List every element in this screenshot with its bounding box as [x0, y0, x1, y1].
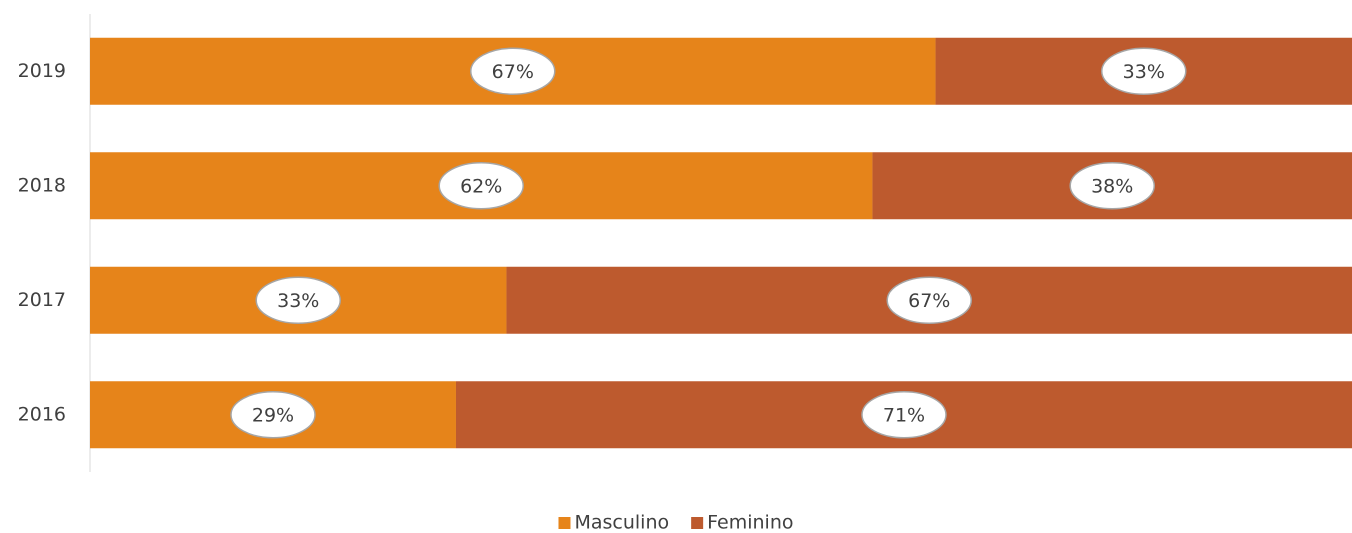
y-tick-label: 2019	[18, 60, 66, 82]
data-label: 33%	[277, 290, 319, 312]
label-bubble	[1069, 162, 1155, 210]
legend-label: Masculino	[574, 512, 669, 533]
data-label: 67%	[492, 61, 534, 83]
y-tick-label: 2017	[18, 289, 66, 311]
legend-label: Feminino	[707, 512, 793, 533]
data-label: 62%	[460, 175, 502, 197]
data-label: 71%	[883, 404, 925, 426]
y-tick-label: 2016	[18, 403, 66, 425]
data-label: 29%	[252, 404, 294, 426]
label-bubble	[861, 391, 947, 439]
legend-swatch	[558, 517, 571, 529]
label-bubble	[886, 276, 972, 324]
data-label: 33%	[1123, 61, 1165, 83]
data-label: 38%	[1091, 175, 1133, 197]
label-bubble	[1101, 47, 1187, 95]
label-bubble	[438, 162, 524, 210]
data-label: 67%	[908, 290, 950, 312]
legend-swatch	[691, 517, 704, 529]
y-tick-label: 2018	[18, 174, 66, 196]
label-bubble	[470, 47, 556, 95]
label-bubble	[230, 391, 316, 439]
label-bubble	[255, 276, 341, 324]
